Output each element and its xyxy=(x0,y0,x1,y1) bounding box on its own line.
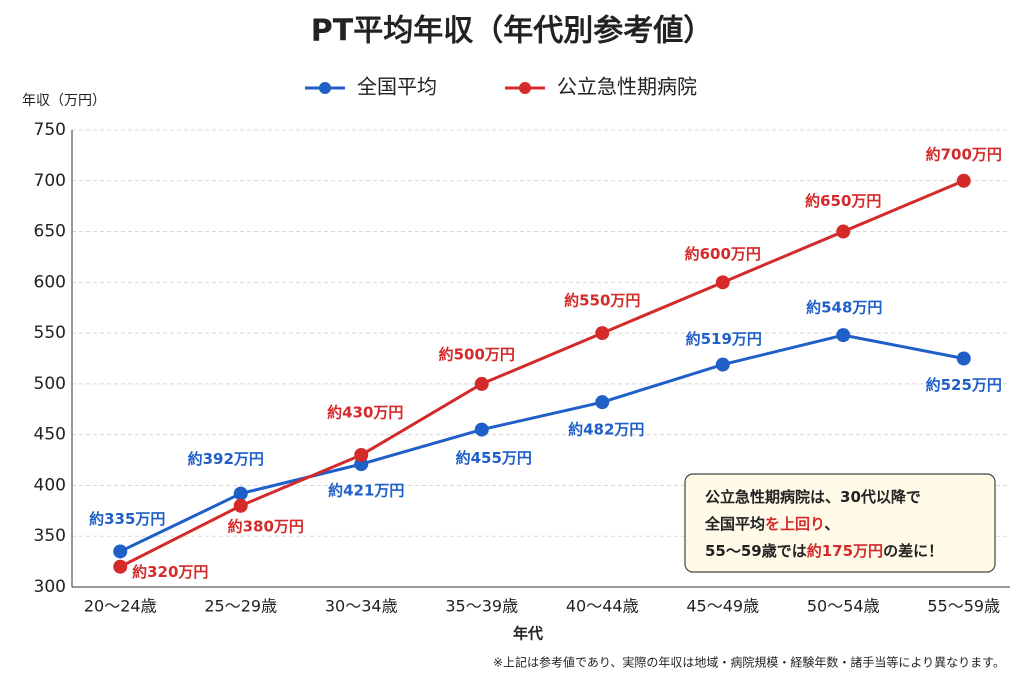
data-point xyxy=(354,447,369,462)
data-label: 約700万円 xyxy=(926,145,1002,163)
x-tick-label: 30〜34歳 xyxy=(325,597,398,616)
y-tick-label: 500 xyxy=(34,374,66,394)
data-point xyxy=(474,422,489,437)
y-tick-label: 450 xyxy=(34,425,66,445)
annotation-text: 55〜59歳では約175万円の差に！ xyxy=(705,542,943,560)
series-line xyxy=(119,179,965,569)
y-tick-label: 600 xyxy=(34,272,66,292)
data-label: 約421万円 xyxy=(328,482,404,500)
series-line xyxy=(119,333,965,553)
y-tick-label: 550 xyxy=(34,323,66,343)
data-label: 約500万円 xyxy=(439,345,515,363)
legend-marker xyxy=(519,82,531,94)
y-tick-label: 300 xyxy=(34,577,66,597)
data-label: 約550万円 xyxy=(564,292,640,310)
y-tick-label: 400 xyxy=(34,475,66,495)
data-label: 約392万円 xyxy=(188,450,264,468)
data-point xyxy=(233,498,248,513)
x-axis-label: 年代 xyxy=(513,625,543,643)
data-label: 約548万円 xyxy=(806,299,882,317)
y-axis-label: 年収（万円） xyxy=(22,93,106,109)
data-label: 約482万円 xyxy=(568,421,644,439)
annotation-box xyxy=(684,473,996,573)
x-tick-label: 50〜54歳 xyxy=(807,597,880,616)
x-tick-label: 35〜39歳 xyxy=(445,597,518,616)
y-tick-label: 700 xyxy=(34,171,66,191)
data-point xyxy=(715,357,730,372)
data-point xyxy=(715,275,730,290)
data-point xyxy=(113,559,128,574)
data-label: 約320万円 xyxy=(132,563,208,581)
data-point xyxy=(233,486,248,501)
annotation-segment: を上回り xyxy=(765,515,824,533)
annotation-segment: の差に！ xyxy=(883,542,943,560)
data-point xyxy=(113,544,128,559)
data-point xyxy=(956,173,971,188)
legend-label: 全国平均 xyxy=(357,75,437,99)
data-point xyxy=(595,326,610,341)
data-label: 約335万円 xyxy=(89,510,165,528)
x-tick-label: 55〜59歳 xyxy=(927,597,1000,616)
data-point xyxy=(836,328,851,343)
annotation-text: 全国平均を上回り、 xyxy=(704,515,839,533)
data-point xyxy=(595,395,610,410)
data-label: 約519万円 xyxy=(686,330,762,348)
x-tick-label: 20〜24歳 xyxy=(84,597,157,616)
y-tick-label: 350 xyxy=(34,526,66,546)
x-tick-label: 40〜44歳 xyxy=(566,597,639,616)
data-label: 約380万円 xyxy=(228,517,304,535)
x-tick-label: 25〜29歳 xyxy=(204,597,277,616)
data-label: 約525万円 xyxy=(926,376,1002,394)
x-tick-label: 45〜49歳 xyxy=(686,597,759,616)
data-label: 約455万円 xyxy=(456,449,532,467)
data-label: 約650万円 xyxy=(805,192,881,210)
annotation-text: 公立急性期病院は、30代以降で xyxy=(705,488,921,506)
chart-title: PT平均年収（年代別参考値） xyxy=(311,14,713,49)
data-point xyxy=(836,224,851,239)
annotation-segment: 公立急性期病院は、30代以降で xyxy=(705,488,921,506)
data-label: 約600万円 xyxy=(685,245,761,263)
y-tick-label: 650 xyxy=(34,222,66,242)
y-tick-label: 750 xyxy=(34,120,66,140)
legend-marker xyxy=(319,82,331,94)
annotation-segment: 全国平均 xyxy=(704,515,765,533)
footnote: ※上記は参考値であり、実際の年収は地域・病院規模・経験年数・諸手当等により異なり… xyxy=(493,655,1005,670)
data-point xyxy=(956,351,971,366)
data-point xyxy=(474,376,489,391)
annotation-segment: 約175万円 xyxy=(807,542,883,560)
annotation-segment: 55〜59歳では xyxy=(705,542,807,560)
data-label: 約430万円 xyxy=(327,403,403,421)
annotation-segment: 、 xyxy=(824,515,839,533)
legend-label: 公立急性期病院 xyxy=(557,75,697,99)
